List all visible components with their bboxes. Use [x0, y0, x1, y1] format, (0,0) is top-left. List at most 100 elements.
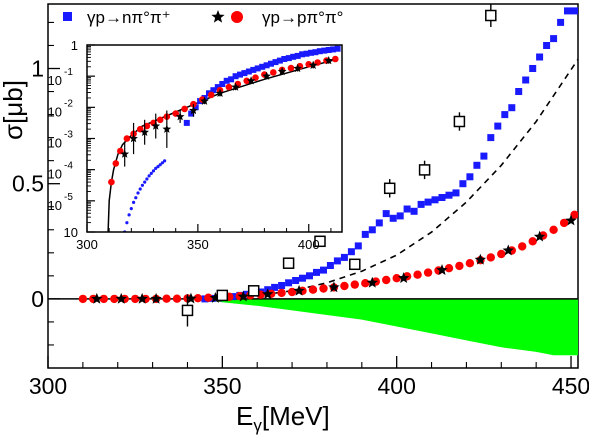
inset-red-circle-point — [156, 116, 164, 124]
inset-blue-square-point — [321, 47, 328, 54]
red-circle-point — [570, 210, 578, 219]
inset-blue-dot — [129, 207, 133, 211]
inset-red-circle-point — [123, 135, 131, 142]
legend-label-ppi0pi0: γp→pπ°π° — [262, 8, 343, 27]
inset-blue-square-point — [192, 104, 199, 111]
inset-star-point — [200, 96, 209, 105]
inset-y-tick-label: 1 — [71, 38, 78, 53]
y-axis-title: σ[μb] — [0, 80, 28, 140]
blue-square-point — [396, 212, 404, 220]
red-circle-point — [319, 284, 328, 293]
blue-square-point — [494, 122, 502, 130]
blue-square-point — [368, 226, 376, 234]
inset-x-tick-label: 350 — [187, 237, 209, 252]
legend-marker-star — [211, 10, 225, 23]
blue-square-point — [313, 268, 320, 276]
star-point — [474, 253, 487, 265]
inset-star-point — [129, 133, 138, 143]
inset-y-tick-label: 10 — [64, 225, 78, 240]
red-circle-point — [455, 261, 464, 271]
blue-square-point — [466, 173, 474, 181]
inset-star-point — [151, 121, 161, 130]
inset-star-point — [175, 112, 185, 121]
inset-blue-square-point — [237, 71, 243, 78]
open-square-point — [181, 304, 194, 317]
blue-square-point — [431, 196, 439, 204]
star-point — [185, 292, 197, 304]
inset-blue-square-point — [303, 50, 310, 57]
inset-blue-dot — [134, 196, 138, 200]
red-circle-point — [131, 294, 140, 304]
blue-square-point — [306, 272, 313, 280]
inset-red-circle-point — [243, 77, 250, 85]
inset-black-curve — [107, 58, 338, 232]
blue-square-point — [557, 18, 565, 26]
inset-blue-square-point — [294, 52, 301, 59]
star-point — [565, 214, 577, 226]
star-point — [328, 281, 340, 293]
red-circle-point — [193, 294, 203, 303]
inset-blue-dot — [160, 161, 164, 165]
inset-blue-square-point — [308, 49, 314, 56]
blue-square-point — [354, 242, 362, 250]
red-circle-point — [350, 280, 359, 289]
inset-y-tick-exponent: -2 — [64, 98, 73, 109]
blue-square-point — [522, 76, 530, 84]
red-circle-point — [444, 264, 454, 273]
inset-blue-square-point — [330, 46, 337, 53]
inset-blue-dot — [145, 177, 149, 181]
open-square-point — [383, 182, 396, 195]
blue-square-point — [452, 189, 460, 197]
star-point — [397, 272, 410, 284]
star-point — [209, 291, 222, 303]
blue-square-point — [480, 152, 488, 160]
blue-square-point — [403, 205, 411, 213]
inset-blue-square-point — [214, 84, 221, 91]
inset-blue-square-point — [228, 76, 235, 83]
inset-blue-square-point — [223, 77, 230, 84]
inset-blue-dot — [149, 171, 153, 175]
inset-red-circle-point — [112, 160, 120, 167]
inset-x-tick-label: 400 — [298, 237, 320, 252]
red-circle-point — [172, 294, 182, 303]
inset-red-circle-point — [270, 69, 277, 76]
inset-blue-dot — [138, 187, 142, 191]
star-point — [436, 264, 448, 275]
red-circle-point — [361, 279, 370, 288]
red-circle-point — [413, 270, 422, 279]
inset-blue-square-point — [316, 48, 323, 55]
inset-star-point — [246, 76, 256, 85]
blue-square-point — [278, 282, 286, 289]
x-axis-title-unit: [MeV] — [262, 401, 330, 431]
y-tick-label: 1 — [31, 56, 44, 82]
inset-y-tick-label: 10 — [48, 136, 62, 151]
inset-star-point — [231, 82, 240, 91]
inset-star-point — [140, 127, 150, 136]
inset-blue-square-point — [259, 63, 266, 70]
blue-square-point — [543, 42, 551, 49]
open-square-point — [314, 235, 326, 248]
inset-star-point — [324, 55, 334, 65]
blue-square-point — [292, 277, 300, 284]
blue-square-point — [564, 7, 571, 15]
inset-star-point — [120, 149, 130, 158]
inset-blue-square-point — [183, 119, 190, 126]
blue-square-point — [389, 214, 397, 222]
blue-square-point — [550, 35, 558, 43]
inset-y-tick-exponent: -5 — [64, 192, 73, 203]
y-tick-label: 0.5 — [12, 171, 44, 197]
red-circle-point — [382, 275, 391, 285]
inset-blue-square-point — [334, 45, 341, 52]
x-axis-title: Eγ[MeV] — [236, 401, 330, 435]
inset-blue-dot — [163, 159, 167, 163]
open-square-point — [216, 289, 229, 302]
inset-red-circle-point — [207, 91, 215, 99]
green-band-area — [187, 298, 578, 356]
inset-blue-dot — [156, 165, 160, 169]
blue-square-point — [501, 111, 509, 119]
red-circle-point — [486, 253, 495, 262]
inset-plot-data — [107, 45, 341, 232]
x-tick-label: 300 — [29, 373, 67, 399]
inset-blue-dot — [143, 180, 147, 184]
